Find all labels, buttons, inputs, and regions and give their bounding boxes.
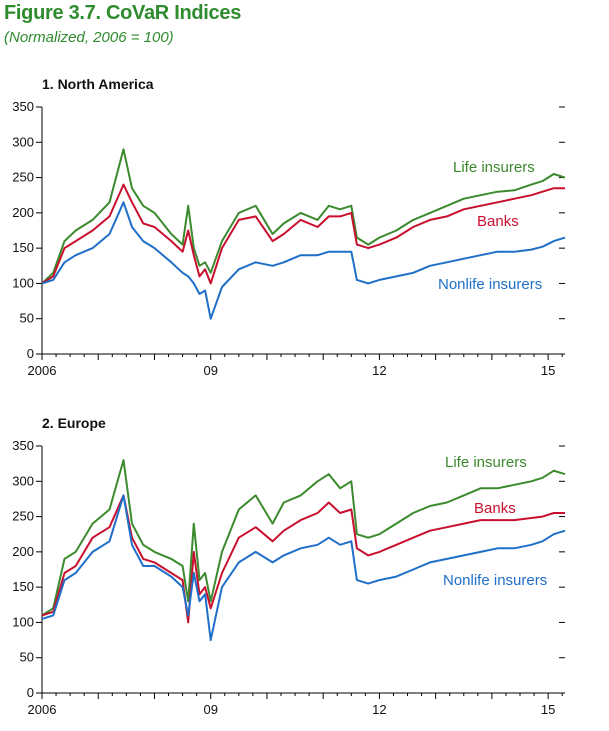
panel-1-xtick-label: 09 <box>203 363 217 378</box>
panel-2-ytick-label: 100 <box>12 614 34 629</box>
panel-1-life-line <box>41 148 566 285</box>
panel-1-ytick-label: 250 <box>12 170 34 185</box>
panel-2-xtick-label: 2006 <box>28 702 57 717</box>
panel-2-xtick-label: 15 <box>541 702 555 717</box>
panel-2-life-line <box>41 459 566 617</box>
panel-1-ytick-label: 350 <box>12 99 34 114</box>
panel-2-ytick-label: 200 <box>12 544 34 559</box>
panel-1-banks-line <box>41 183 565 285</box>
panel-1-ytick-label: 150 <box>12 240 34 255</box>
panel-2-ytick-label: 250 <box>12 509 34 524</box>
panel-1-banks-label: Banks <box>477 213 519 230</box>
panel-1-nonlife-line <box>41 201 566 320</box>
panel-2-ytick-label: 350 <box>12 438 34 453</box>
panel-2-ytick-label: 300 <box>12 473 34 488</box>
panel-1-ytick-label: 0 <box>27 346 34 361</box>
figure-subtitle: (Normalized, 2006 = 100) <box>4 29 174 46</box>
panel-1-xtick-label: 12 <box>372 363 386 378</box>
panel-2-ytick-label: 0 <box>27 685 34 700</box>
panel-1-life-label: Life insurers <box>453 159 535 176</box>
panel-1-ytick-label: 50 <box>20 311 34 326</box>
panel-2-xtick-label: 09 <box>203 702 217 717</box>
panel-1-nonlife-label: Nonlife insurers <box>438 276 542 293</box>
panel-2-ytick-label: 50 <box>20 650 34 665</box>
panel-2-banks-label: Banks <box>474 500 516 517</box>
panel-1-ytick-label: 100 <box>12 275 34 290</box>
panel-2-life-label: Life insurers <box>445 454 527 471</box>
panel-2-nonlife-label: Nonlife insurers <box>443 572 547 589</box>
panel-2-title: 2. Europe <box>42 415 106 431</box>
panel-1-xtick-label: 15 <box>541 363 555 378</box>
panel-2-xtick-label: 12 <box>372 702 386 717</box>
panel-2-nonlife-line <box>41 494 566 642</box>
panel-2-banks-line <box>41 494 565 624</box>
panel-2-ytick-label: 150 <box>12 579 34 594</box>
panel-1-ytick-label: 300 <box>12 134 34 149</box>
panel-1-ytick-label: 200 <box>12 205 34 220</box>
panel-1-title: 1. North America <box>42 76 154 92</box>
panel-1-xtick-label: 2006 <box>28 363 57 378</box>
figure-title: Figure 3.7. CoVaR Indices <box>4 2 242 24</box>
